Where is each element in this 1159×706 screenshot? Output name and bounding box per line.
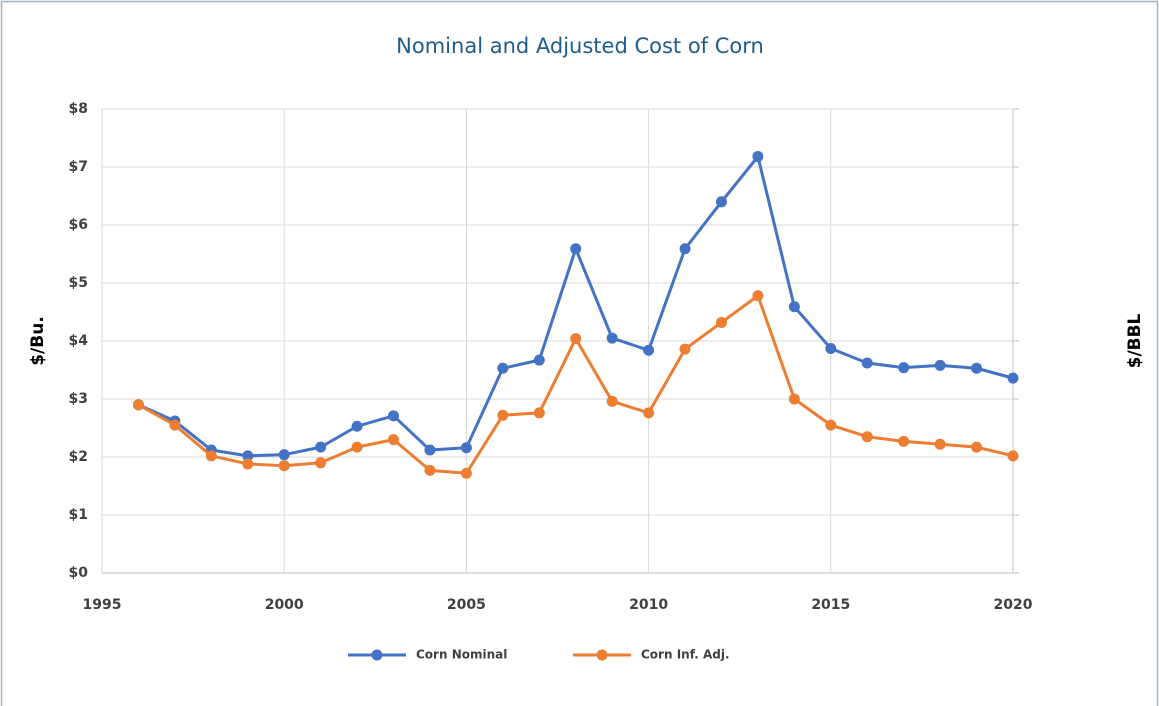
- legend-label: Corn Inf. Adj.: [641, 648, 730, 662]
- legend-marker: [371, 649, 383, 661]
- data-point: [424, 464, 436, 476]
- y-tick-label: $4: [69, 333, 89, 349]
- data-point: [752, 290, 764, 302]
- data-point: [934, 438, 946, 450]
- y-tick-label: $5: [69, 275, 88, 291]
- y-tick-label: $2: [69, 449, 88, 465]
- data-point: [497, 362, 509, 374]
- data-point: [606, 395, 618, 407]
- y-tick-label: $8: [69, 101, 88, 117]
- data-point: [132, 399, 144, 411]
- data-point: [242, 458, 254, 470]
- data-point: [643, 344, 655, 356]
- y-tick-label: $7: [69, 159, 88, 175]
- y-tick-label: $0: [69, 565, 89, 581]
- data-point: [315, 441, 327, 453]
- data-point: [351, 420, 363, 432]
- data-point: [715, 196, 727, 208]
- data-point: [278, 460, 290, 472]
- legend-label: Corn Nominal: [416, 648, 507, 662]
- data-point: [825, 343, 837, 355]
- data-point: [205, 450, 217, 462]
- chart-title: Nominal and Adjusted Cost of Corn: [396, 34, 764, 58]
- data-point: [971, 362, 983, 374]
- y2-axis-label: $/BBL: [1125, 313, 1145, 368]
- data-point: [570, 333, 582, 345]
- data-point: [424, 444, 436, 456]
- x-tick-label: 2020: [994, 597, 1033, 613]
- data-point: [606, 332, 618, 344]
- x-tick-label: 2015: [811, 597, 850, 613]
- y-tick-label: $6: [69, 217, 88, 233]
- data-point: [278, 449, 290, 461]
- data-point: [861, 357, 873, 369]
- legend-marker: [596, 649, 608, 661]
- data-point: [351, 441, 363, 453]
- x-tick-label: 1995: [83, 597, 122, 613]
- y-tick-label: $1: [69, 507, 88, 523]
- x-tick-label: 2005: [447, 597, 486, 613]
- data-point: [679, 243, 691, 255]
- data-point: [169, 419, 181, 431]
- data-point: [643, 407, 655, 419]
- data-point: [788, 301, 800, 313]
- data-point: [497, 409, 509, 421]
- y-tick-label: $3: [69, 391, 88, 407]
- data-point: [1007, 450, 1019, 462]
- data-point: [388, 434, 400, 446]
- data-point: [898, 362, 910, 374]
- data-point: [715, 316, 727, 328]
- data-point: [388, 410, 400, 422]
- data-point: [934, 359, 946, 371]
- data-point: [460, 467, 472, 479]
- data-point: [570, 243, 582, 255]
- data-point: [788, 393, 800, 405]
- y-axis-label: $/Bu.: [28, 316, 48, 366]
- data-point: [752, 151, 764, 163]
- data-point: [1007, 372, 1019, 384]
- data-point: [898, 435, 910, 447]
- data-point: [971, 441, 983, 453]
- data-point: [825, 419, 837, 431]
- data-point: [315, 457, 327, 469]
- data-point: [679, 343, 691, 355]
- x-tick-label: 2010: [629, 597, 668, 613]
- data-point: [861, 431, 873, 443]
- x-tick-label: 2000: [265, 597, 304, 613]
- data-point: [242, 450, 254, 462]
- data-point: [460, 442, 472, 454]
- data-point: [533, 354, 545, 366]
- data-point: [533, 407, 545, 419]
